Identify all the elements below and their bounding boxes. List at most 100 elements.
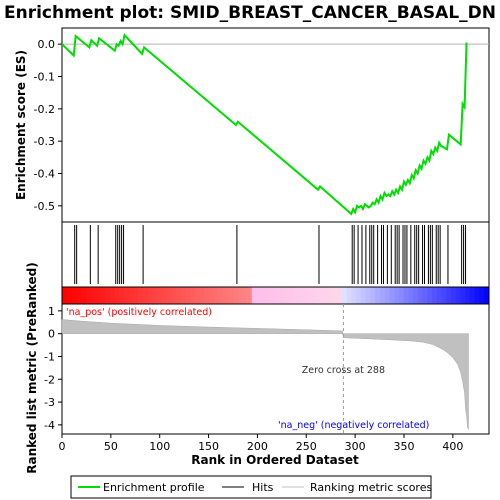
heatmap-cell [85, 287, 91, 304]
heatmap-cell [327, 287, 333, 304]
heatmap-cell [289, 287, 295, 304]
heatmap-cell [71, 287, 77, 304]
heatmap-cell [417, 287, 424, 304]
hits-marks [74, 225, 467, 284]
es-tick-label: -0.3 [34, 135, 55, 148]
heatmap-cell [375, 287, 381, 304]
heatmap-cell [284, 287, 291, 304]
metric-tick-label: -3 [44, 396, 55, 409]
heatmap-cell [294, 287, 300, 304]
es-tick-label: -0.1 [34, 71, 55, 84]
es-tick-label: 0.0 [38, 38, 56, 51]
heatmap-cell [223, 287, 229, 304]
heatmap-cell [413, 287, 419, 304]
heatmap-cell [218, 287, 224, 304]
heatmap-cell [152, 287, 158, 304]
heatmap-cell [213, 287, 220, 304]
heatmap-cell [62, 287, 68, 304]
heatmap-cell [398, 287, 405, 304]
heatmap-cell [128, 287, 134, 304]
es-tick-label: -0.2 [34, 103, 55, 116]
legend-hits-label: Hits [252, 481, 274, 494]
heatmap-cell [209, 287, 215, 304]
heatmap-cell [332, 287, 338, 304]
heatmap-cell [109, 287, 115, 304]
heatmap-cell [80, 287, 87, 304]
heatmap-cell [95, 287, 101, 304]
metric-panel-frame [61, 303, 490, 435]
heatmap-cell [204, 287, 210, 304]
heatmap-cell [427, 287, 433, 304]
heatmap-cell [370, 287, 376, 304]
heatmap-cell [228, 287, 234, 304]
metric-tick-label: -4 [44, 419, 55, 432]
heatmap-cell [133, 287, 139, 304]
heatmap-cell [322, 287, 329, 304]
heatmap-cell [275, 287, 281, 304]
heatmap-cell [232, 287, 239, 304]
ranking-metric-area [61, 319, 469, 430]
x-tick-label: 150 [198, 440, 219, 453]
legend-enrichment-label: Enrichment profile [103, 481, 205, 494]
heatmap-cell [389, 287, 395, 304]
heatmap-cell [142, 287, 148, 304]
heatmap-cell [266, 287, 272, 304]
x-tick-label: 100 [149, 440, 170, 453]
heatmap-cell [166, 287, 172, 304]
metric-tick-label: -1 [44, 350, 55, 363]
es-panel-frame [61, 27, 490, 223]
x-tick-label: 400 [442, 440, 463, 453]
positive-correlation-label: 'na_pos' (positively correlated) [66, 307, 212, 318]
heatmap-cell [360, 287, 367, 304]
heatmap-cell [460, 287, 466, 304]
metric-tick-label: 1 [48, 305, 55, 318]
heatmap-cell [408, 287, 414, 304]
heatmap-cell [123, 287, 129, 304]
heatmap-cell [147, 287, 153, 304]
heatmap-cell [308, 287, 314, 304]
heatmap-cell [470, 287, 476, 304]
x-tick-label: 200 [247, 440, 268, 453]
heatmap-cell [446, 287, 452, 304]
x-axis-label: Rank in Ordered Dataset [191, 453, 359, 467]
x-tick-label: 250 [296, 440, 317, 453]
heatmap-cell [161, 287, 167, 304]
heatmap-cell [351, 287, 357, 304]
heatmap-cell [114, 287, 120, 304]
heatmap-cell [356, 287, 362, 304]
legend-box [70, 475, 432, 499]
heatmap-cell [256, 287, 262, 304]
heatmap-cell [270, 287, 276, 304]
heatmap-cell [190, 287, 196, 304]
heatmap-cell [337, 287, 343, 304]
heatmap-cell [474, 287, 481, 304]
x-tick-label: 350 [393, 440, 414, 453]
enrichment-profile-line [61, 33, 468, 216]
heatmap-cell [403, 287, 409, 304]
heatmap-cell [422, 287, 428, 304]
heatmap-cell [66, 287, 72, 304]
heatmap-cell [76, 287, 82, 304]
metric-tick-label: -2 [44, 373, 55, 386]
heatmap-cell [394, 287, 400, 304]
heatmap-cell [99, 287, 106, 304]
hits-panel-frame [61, 221, 490, 288]
metric-tick-label: 0 [48, 328, 55, 341]
heatmap-cell [303, 287, 310, 304]
heatmap-cell [479, 287, 485, 304]
heatmap-cell [280, 287, 286, 304]
metric-y-ticks: 1 0 -1 -2 -3 -4 [44, 305, 62, 432]
es-y-axis-label: Enrichment score (ES) [14, 50, 28, 200]
x-tick-label: 0 [59, 440, 66, 453]
heatmap-cell [137, 287, 144, 304]
heatmap-cell [247, 287, 253, 304]
zero-cross-label: Zero cross at 288 [302, 365, 385, 376]
heatmap-cell [384, 287, 390, 304]
x-tick-label: 300 [345, 440, 366, 453]
metric-y-axis-label: Ranked list metric (PreRanked) [25, 262, 39, 474]
heatmap-cell [175, 287, 182, 304]
heatmap-cell [365, 287, 371, 304]
heatmap-cell [432, 287, 438, 304]
negative-correlation-label: 'na_neg' (negatively correlated) [278, 420, 429, 431]
